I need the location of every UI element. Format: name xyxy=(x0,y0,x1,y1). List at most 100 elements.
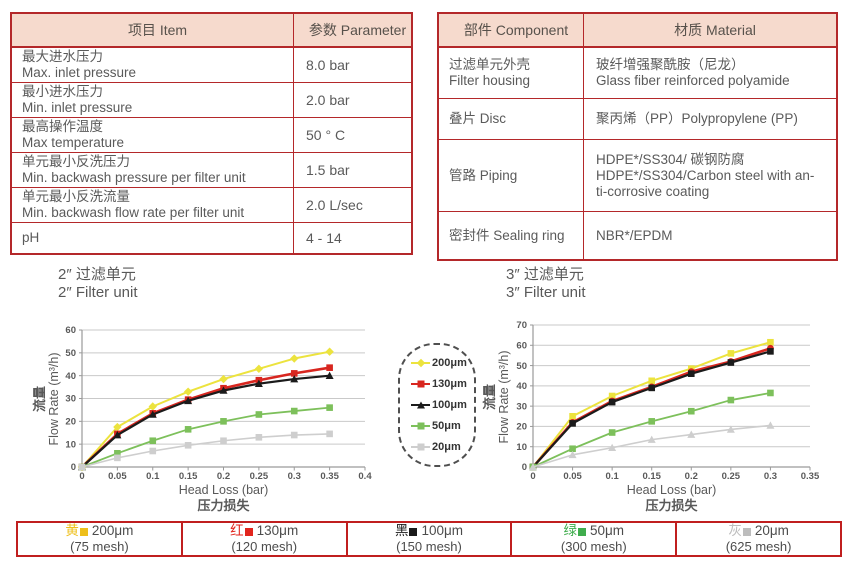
header-parameter: 参数 Parameter xyxy=(308,22,407,38)
marker-square xyxy=(149,437,157,445)
item-cell: pH xyxy=(12,223,294,253)
color-swatch-icon xyxy=(244,527,253,536)
parameter-table: 项目 Item 参数 Parameter 最大进水压力 Max. inlet pr… xyxy=(10,12,413,255)
legend-line xyxy=(411,380,430,388)
marker-triangle xyxy=(113,431,122,439)
marker-square xyxy=(767,338,774,346)
square-icon xyxy=(417,422,424,430)
color-key-line: 红 130μm xyxy=(230,523,298,539)
marker-diamond xyxy=(254,364,264,374)
mesh-label: (120 mesh) xyxy=(231,539,298,554)
x-axis-label-3in: Head Loss (bar) 压力损失 xyxy=(626,483,717,513)
table-row: 叠片 Disc 聚丙烯（PP）Polypropylene (PP) xyxy=(439,99,836,140)
series-line-50μm xyxy=(81,406,330,468)
material-line: HDPE*/SS304/ 碳钢防腐 xyxy=(596,151,745,167)
item-zh: 最小进水压力 xyxy=(22,84,103,99)
legend-label: 50μm xyxy=(432,420,461,432)
marker-square xyxy=(290,407,298,415)
legend-label: 20μm xyxy=(432,441,461,453)
color-key-cell: 黑 100μm (150 mesh) xyxy=(345,523,511,555)
marker-square xyxy=(648,418,656,425)
y-tick-label: 10 xyxy=(65,439,76,450)
x-tick-label: 0.1 xyxy=(606,471,620,482)
micron-label: 130μm xyxy=(256,523,299,538)
marker-square xyxy=(290,431,298,439)
chart-title-3in-en: 3″ Filter unit xyxy=(506,283,586,301)
marker-square xyxy=(149,447,157,455)
component-line: Filter housing xyxy=(449,73,531,88)
color-key-line: 灰 20μm xyxy=(728,523,789,539)
table-row: 最小进水压力 Min. inlet pressure 2.0 bar xyxy=(12,83,411,118)
marker-square xyxy=(727,359,735,366)
marker-triangle xyxy=(254,379,263,387)
legend-label: 200μm xyxy=(432,357,467,369)
item-cell: 单元最小反洗压力 Min. backwash pressure per filte… xyxy=(12,153,294,187)
marker-square xyxy=(767,389,774,397)
y-tick-label: 20 xyxy=(516,422,527,433)
legend-item: 200μm xyxy=(411,355,474,372)
legend-item: 130μm xyxy=(411,376,474,393)
component-line: 密封件 Sealing ring xyxy=(449,227,565,243)
component-line: 叠片 Disc xyxy=(449,111,506,126)
parameter-value: 4 - 14 xyxy=(306,230,342,246)
marker-triangle xyxy=(687,430,696,438)
color-key-line: 黑 100μm xyxy=(395,523,463,539)
micron-label: 100μm xyxy=(421,523,464,538)
x-tick-label: 0.35 xyxy=(320,471,339,482)
x-tick-label: 0.15 xyxy=(179,471,198,482)
material-cell: HDPE*/SS304/ 碳钢防腐 HDPE*/SS304/Carbon stee… xyxy=(584,140,836,211)
color-name-zh: 灰 xyxy=(728,523,742,538)
marker-square xyxy=(687,407,695,415)
table-row: 最高操作温度 Max temperature 50 ° C xyxy=(12,118,411,153)
y-tick-label: 50 xyxy=(65,348,76,359)
marker-diamond xyxy=(219,374,228,384)
marker-square xyxy=(727,350,735,357)
marker-triangle xyxy=(608,443,617,452)
mesh-label: (625 mesh) xyxy=(725,539,792,554)
color-name-zh: 黑 xyxy=(394,523,409,538)
table-row: 最大进水压力 Max. inlet pressure 8.0 bar xyxy=(12,48,411,83)
item-zh: 最高操作温度 xyxy=(22,119,103,134)
component-cell: 过滤单元外壳 Filter housing xyxy=(439,48,584,98)
marker-diamond xyxy=(148,402,157,411)
marker-square xyxy=(114,454,121,462)
item-zh: 单元最小反洗流量 xyxy=(22,189,130,204)
table-row: 过滤单元外壳 Filter housing 玻纤增强聚酰胺（尼龙） Glass fib… xyxy=(439,48,836,99)
x-axis-label-2in: Head Loss (bar) 压力损失 xyxy=(178,483,269,513)
x-tick-label: 0.35 xyxy=(801,471,820,482)
material-line: 玻纤增强聚酰胺（尼龙） xyxy=(596,57,745,72)
legend-label: 130μm xyxy=(432,378,467,390)
component-table-header: 部件 Component 材质 Material xyxy=(439,14,836,48)
x-tick-label: 0.3 xyxy=(764,471,777,482)
parameter-value: 2.0 bar xyxy=(306,92,350,108)
marker-square xyxy=(220,418,227,425)
flow-chart-2in: 0 10 20 30 40 50 60 0 0.05 0.1 0.15 0.2 0.25 0.3 0.35 0… xyxy=(65,325,372,482)
y-tick-label: 10 xyxy=(516,442,527,453)
series-line-200μm xyxy=(81,350,330,468)
color-name-zh: 黄 xyxy=(65,523,79,538)
marker-square xyxy=(648,377,656,385)
chart-title-3in-zh: 3″ 过滤单元 xyxy=(506,266,584,283)
chart-title-2in-en: 2″ Filter unit xyxy=(58,283,138,301)
color-swatch-icon xyxy=(409,527,418,536)
item-cell: 单元最小反洗流量 Min. backwash flow rate per filt… xyxy=(12,188,294,222)
item-zh: pH xyxy=(22,230,40,245)
y-tick-label: 70 xyxy=(516,320,527,331)
item-cell: 最大进水压力 Max. inlet pressure xyxy=(12,48,294,82)
marker-square xyxy=(608,392,616,400)
marker-square xyxy=(184,426,192,433)
header-component: 部件 Component xyxy=(439,14,584,46)
parameter-value: 1.5 bar xyxy=(306,162,350,178)
marker-triangle xyxy=(529,463,537,471)
micron-label: 50μm xyxy=(590,523,625,538)
marker-square xyxy=(114,450,121,457)
item-en: Max. inlet pressure xyxy=(22,65,137,80)
material-cell: 聚丙烯（PP）Polypropylene (PP) xyxy=(584,99,836,139)
y-tick-label: 60 xyxy=(65,325,76,336)
series-line-20μm xyxy=(81,433,330,468)
color-key-cell: 灰 20μm (625 mesh) xyxy=(675,523,840,555)
triangle-icon xyxy=(416,401,425,409)
material-line: Glass fiber reinforced polyamide xyxy=(596,73,790,88)
x-tick-label: 0 xyxy=(79,471,84,482)
color-swatch-icon xyxy=(578,527,587,536)
